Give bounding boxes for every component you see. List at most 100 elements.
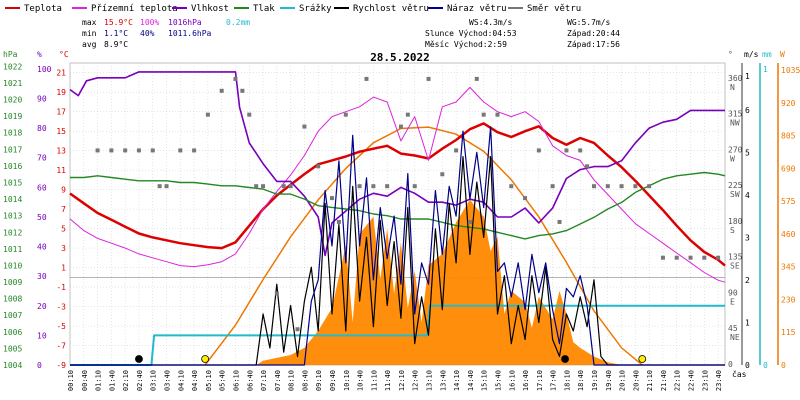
- wind-direction-point: [412, 184, 417, 189]
- stats-block: max 15.9°C 100% 1016hPa 0.2mm min 1.1°C …: [82, 18, 250, 49]
- time-tick: 10:10: [343, 370, 351, 391]
- time-tick: 23:40: [715, 370, 723, 391]
- pressure-tick: 1012: [3, 228, 22, 237]
- pressure-tick: 1018: [3, 129, 22, 138]
- humidity-tick: 40: [37, 243, 47, 252]
- humidity-tick: 100: [37, 65, 52, 74]
- temperature-tick: 11: [56, 166, 66, 175]
- wind-direction-point: [474, 76, 479, 81]
- temperature-tick: 13: [56, 147, 66, 156]
- temperature-tick: 1: [61, 264, 66, 273]
- wind-direction-point: [336, 219, 341, 224]
- wind-direction-point: [454, 148, 459, 153]
- temperature-tick: 3: [61, 244, 66, 253]
- direction-tick: 45: [728, 324, 738, 333]
- wind-direction-point: [585, 164, 590, 169]
- wind-direction-point: [288, 184, 293, 189]
- stats-min-hum: 40%: [140, 29, 155, 38]
- wind-direction-point: [95, 148, 100, 153]
- legend-srazky-label: Srážky: [299, 4, 332, 14]
- radiation-tick: 690: [781, 164, 796, 173]
- time-tick: 21:10: [646, 370, 654, 391]
- wind-direction-point: [192, 148, 197, 153]
- wind-direction-point: [536, 148, 541, 153]
- time-tick: 07:10: [260, 370, 268, 391]
- radiation-tick: 345: [781, 263, 796, 272]
- stats-avg-temp: 8.9°C: [104, 40, 128, 49]
- wind-direction-point: [605, 184, 610, 189]
- wind-direction-point: [523, 196, 528, 201]
- time-tick: 06:10: [232, 370, 240, 391]
- stats-avg-label: avg: [82, 40, 97, 49]
- temperature-tick: 15: [56, 127, 66, 136]
- legend-teplota-label: Teplota: [24, 4, 62, 14]
- temperature-tick: 17: [56, 108, 66, 117]
- stats-max-rain: 0.2mm: [226, 18, 250, 27]
- wind-tick: 6: [745, 106, 750, 115]
- sunset-marker: [638, 355, 647, 363]
- direction-tick: 90: [728, 288, 738, 297]
- time-tick: 11:10: [370, 370, 378, 391]
- humidity-tick: 0: [37, 361, 42, 370]
- direction-tick: 225: [728, 181, 743, 190]
- series-line-6: [70, 126, 725, 366]
- time-tick: 08:10: [288, 370, 296, 391]
- unit-mm: mm: [762, 50, 772, 59]
- wind-direction-point: [109, 148, 114, 153]
- time-tick: 18:10: [563, 370, 571, 391]
- direction-compass-tick: S: [730, 226, 735, 235]
- time-tick: 09:10: [315, 370, 323, 391]
- wind-direction-point: [467, 219, 472, 224]
- direction-tick: 360: [728, 74, 743, 83]
- pressure-tick: 1019: [3, 112, 22, 121]
- series-line-3: [70, 171, 726, 240]
- legend-vlhkost-label: Vlhkost: [191, 4, 229, 14]
- humidity-tick: 60: [37, 183, 47, 192]
- wind-direction-point: [302, 124, 307, 129]
- radiation-tick: 805: [781, 132, 796, 141]
- pressure-tick: 1008: [3, 295, 22, 304]
- direction-tick: 180: [728, 217, 743, 226]
- pressure-tick: 1006: [3, 328, 22, 337]
- temperature-tick: -9: [56, 361, 66, 370]
- wind-direction-point: [150, 148, 155, 153]
- wind-direction-point: [398, 124, 403, 129]
- wind-direction-point: [481, 112, 486, 117]
- wind-tick: 1: [745, 318, 750, 327]
- time-tick: 20:10: [619, 370, 627, 391]
- time-tick: 07:40: [274, 370, 282, 391]
- wind-direction-point: [619, 184, 624, 189]
- legend-tlak-label: Tlak: [253, 4, 275, 14]
- direction-tick: 135: [728, 253, 743, 262]
- series: [69, 71, 726, 366]
- wind-direction-point: [647, 184, 652, 189]
- wind-tick: 5: [745, 148, 750, 157]
- wind-direction-point: [219, 88, 224, 93]
- humidity-tick: 20: [37, 302, 47, 311]
- legend-smer-vetru-label: Směr větru: [527, 4, 581, 14]
- time-tick: 22:40: [688, 370, 696, 391]
- wind-direction-point: [157, 184, 162, 189]
- time-tick: 21:40: [660, 370, 668, 391]
- pressure-tick: 1021: [3, 79, 22, 88]
- unit-degc: °C: [59, 50, 69, 59]
- wind-direction-point: [164, 184, 169, 189]
- humidity-tick: 70: [37, 154, 47, 163]
- unit-cas: čas: [732, 369, 747, 379]
- wind-direction-point: [495, 112, 500, 117]
- time-tick: 08:40: [301, 370, 309, 391]
- legend-rychlost-vetru-label: Rychlost větru: [353, 4, 429, 14]
- wind-direction-point: [688, 255, 693, 260]
- wind-direction-point: [357, 184, 362, 189]
- time-tick: 06:40: [246, 370, 254, 391]
- pressure-tick: 1014: [3, 195, 22, 204]
- radiation-tick: 575: [781, 197, 796, 206]
- day-markers: [135, 355, 647, 363]
- sun-elevation-line: [204, 126, 643, 366]
- temperature-tick: -1: [56, 283, 66, 292]
- stats-max-hum: 100%: [140, 18, 159, 27]
- wind-direction-point: [385, 184, 390, 189]
- time-tick: 13:40: [439, 370, 447, 391]
- direction-tick: 0: [728, 360, 733, 369]
